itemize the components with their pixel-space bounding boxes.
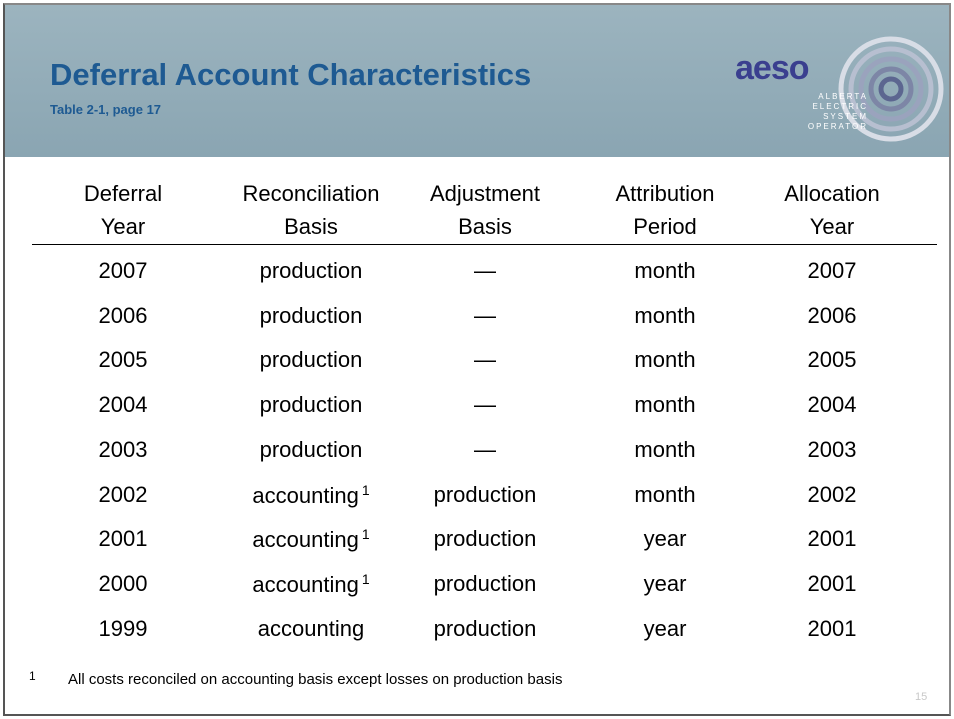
table-cell: accounting 1 xyxy=(221,571,401,598)
table-cell: accounting 1 xyxy=(221,526,401,553)
table: Deferral Year Reconciliation Basis Adjustmen… xyxy=(5,5,949,714)
table-cell: — xyxy=(474,347,496,373)
table-cell: — xyxy=(474,302,496,328)
logo-swirl xyxy=(838,36,944,142)
table-cell: production xyxy=(259,258,363,283)
table-cell: accounting xyxy=(257,615,365,641)
table-cell: production xyxy=(433,615,537,641)
table-cell: production xyxy=(259,436,363,462)
cell-text: accounting xyxy=(252,527,359,553)
table-cell: — xyxy=(474,258,496,283)
table-cell: 2003 xyxy=(98,436,148,462)
table-cell: 2007 xyxy=(807,258,857,283)
table-cell: 2007 xyxy=(98,258,148,283)
table-cell: month xyxy=(634,436,696,462)
table-cell: 2005 xyxy=(807,347,857,373)
logo-line: ELECTRIC xyxy=(812,102,868,111)
slide: Deferral Account Characteristics Table 2… xyxy=(3,3,951,716)
table-cell: 2006 xyxy=(807,302,857,328)
logo-line: OPERATOR xyxy=(807,122,868,131)
table-cell: month xyxy=(634,392,696,418)
footnote-mark: 1 xyxy=(29,669,36,683)
table-cell: month xyxy=(634,347,696,373)
logo-name: aeso xyxy=(735,49,809,87)
table-cell: 2001 xyxy=(807,526,857,552)
table-cell: production xyxy=(259,302,363,328)
column-header: Attribution xyxy=(615,181,715,206)
table-cell: 2006 xyxy=(98,302,148,328)
column-header: Allocation xyxy=(784,181,880,206)
footnote-text: All costs reconciled on accounting basis… xyxy=(68,671,563,688)
table-cell: year xyxy=(643,615,687,641)
table-cell: production xyxy=(433,526,537,552)
column-header: Year xyxy=(809,214,855,239)
table-cell: 2005 xyxy=(98,347,148,373)
logo-line: ALBERTA xyxy=(818,92,868,101)
subtitle: Table 2-1, page 17 xyxy=(50,102,162,117)
table-cell: month xyxy=(634,258,696,283)
column-header: Reconciliation xyxy=(242,181,380,206)
table-cell: production xyxy=(259,392,363,418)
header-rule xyxy=(32,244,937,245)
table-cell: 2001 xyxy=(98,526,148,552)
logo-line: SYSTEM xyxy=(823,112,868,121)
table-cell: production xyxy=(259,347,363,373)
header-band xyxy=(5,5,949,157)
table-cell: 2004 xyxy=(98,392,148,418)
table-cell: — xyxy=(474,436,496,462)
footnote-ref: 1 xyxy=(361,481,370,498)
table-cell: production xyxy=(433,570,537,596)
column-header: Deferral xyxy=(83,181,163,206)
table-cell: 2002 xyxy=(98,481,148,507)
column-header: Adjustment xyxy=(429,181,541,206)
table-cell: 2003 xyxy=(807,436,857,462)
column-header: Basis xyxy=(284,214,338,239)
column-header: Year xyxy=(100,214,146,239)
table-cell: 2002 xyxy=(807,481,857,507)
table-cell: 2001 xyxy=(807,570,857,596)
footnote-ref: 1 xyxy=(361,570,370,587)
page-number: 15 xyxy=(915,691,928,703)
footnote-ref: 1 xyxy=(361,526,370,543)
table-cell: year xyxy=(643,526,687,552)
cell-text: accounting xyxy=(252,482,359,508)
table-cell: 1999 xyxy=(98,615,148,641)
table-cell: — xyxy=(474,392,496,418)
table-cell: month xyxy=(634,481,696,507)
cell-text: accounting xyxy=(252,571,359,597)
table-cell: 2004 xyxy=(807,392,857,418)
table-cell: month xyxy=(634,302,696,328)
column-header: Period xyxy=(633,214,697,239)
table-cell: production xyxy=(433,481,537,507)
table-cell: 2000 xyxy=(98,570,148,596)
table-cell: 2001 xyxy=(807,615,857,641)
table-cell: year xyxy=(643,570,687,596)
table-cell: accounting 1 xyxy=(221,482,401,509)
title: Deferral Account Characteristics xyxy=(50,57,532,92)
column-header: Basis xyxy=(458,214,512,239)
